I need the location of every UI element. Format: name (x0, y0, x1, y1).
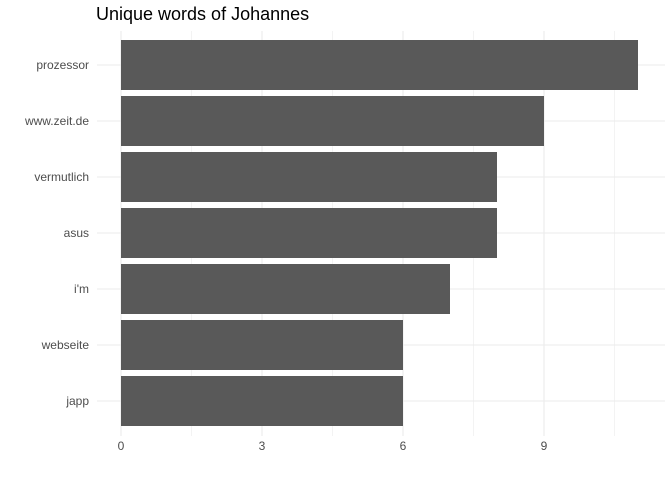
y-tick-label: www.zeit.de (24, 114, 89, 128)
x-tick-label: 3 (259, 439, 266, 453)
y-tick-label: vermutlich (34, 170, 89, 184)
bar-webseite (121, 320, 403, 370)
y-tick-label: japp (65, 394, 89, 408)
x-tick-label: 6 (400, 439, 407, 453)
bar-asus (121, 208, 497, 258)
chart-title: Unique words of Johannes (96, 4, 310, 24)
bar-i'm (121, 264, 450, 314)
y-tick-label: asus (64, 226, 89, 240)
bar-prozessor (121, 40, 638, 90)
bar-vermutlich (121, 152, 497, 202)
x-tick-label: 0 (118, 439, 125, 453)
bar-www.zeit.de (121, 96, 544, 146)
bar-japp (121, 376, 403, 426)
y-tick-label: prozessor (36, 58, 89, 72)
y-tick-label: i'm (74, 282, 89, 296)
x-tick-label: 9 (541, 439, 548, 453)
y-tick-label: webseite (41, 338, 90, 352)
